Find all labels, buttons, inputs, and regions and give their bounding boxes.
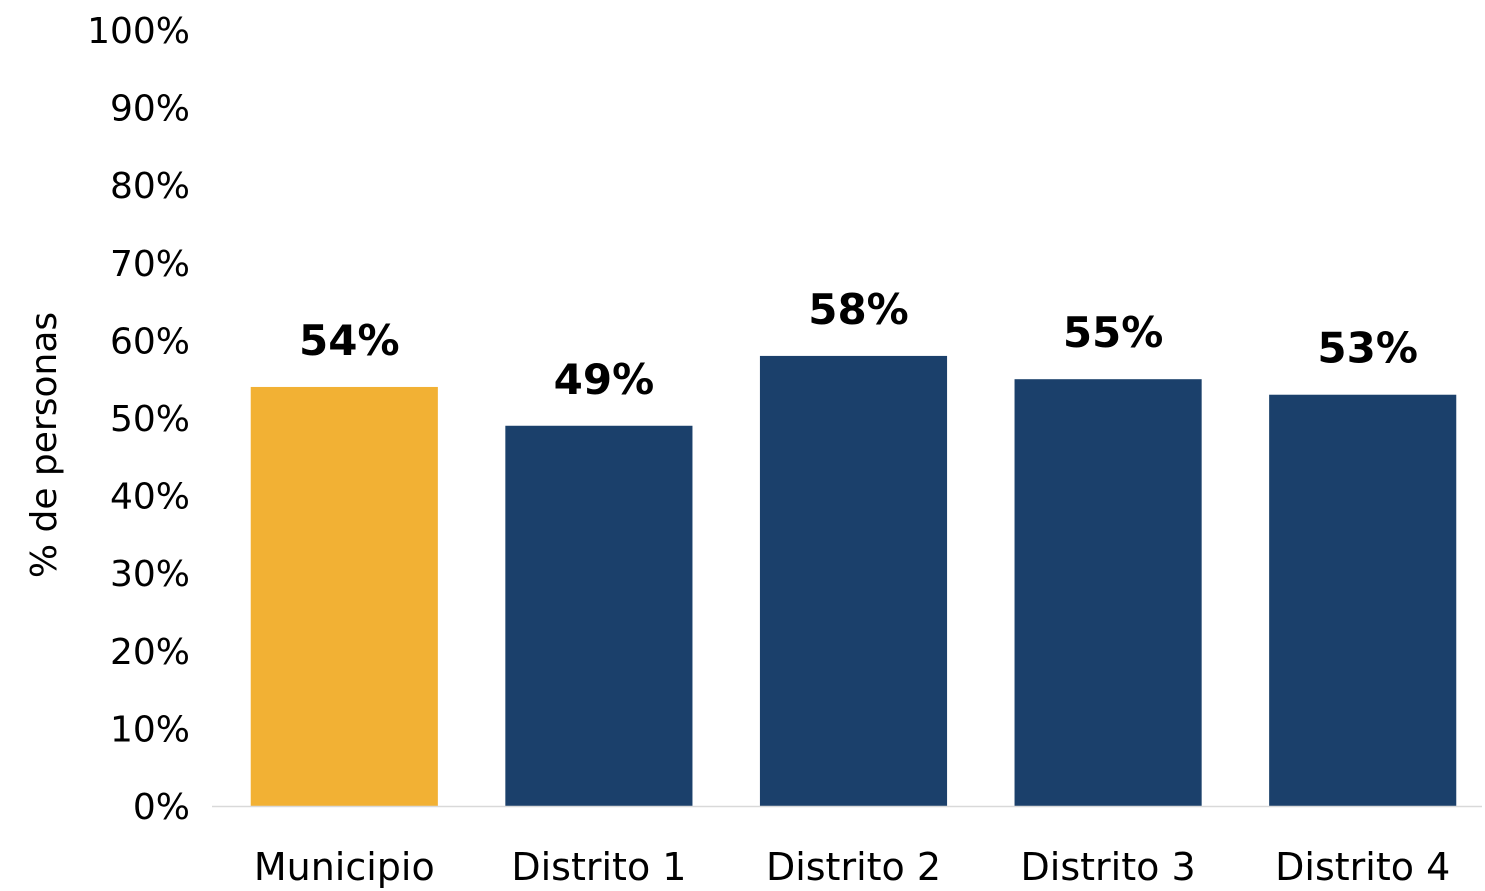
bar-distrito-3 xyxy=(1014,379,1202,806)
bar-value-label: 49% xyxy=(554,355,655,404)
bar-municipio xyxy=(250,386,438,806)
bar-value-label: 58% xyxy=(808,285,909,334)
y-tick-label: 100% xyxy=(87,11,190,52)
y-tick-label: 10% xyxy=(110,709,190,750)
y-tick-label: 70% xyxy=(110,244,190,285)
bar-value-label: 55% xyxy=(1063,308,1164,357)
bar-distrito-1 xyxy=(505,425,693,806)
y-tick-label: 20% xyxy=(110,632,190,673)
x-axis-labels: Municipio Distrito 1 Distrito 2 Distrito 3 D… xyxy=(254,845,1450,889)
y-axis-ticks: 0% 10% 20% 30% 40% 50% 60% 70% 80% 90% 100% xyxy=(87,11,190,828)
data-labels-group: 54% 49% 58% 55% 53% xyxy=(299,285,1418,404)
y-tick-label: 0% xyxy=(133,787,190,828)
bar-distrito-2 xyxy=(759,355,948,806)
y-tick-label: 80% xyxy=(110,166,190,207)
x-tick-label: Distrito 1 xyxy=(511,845,686,889)
x-tick-label: Distrito 3 xyxy=(1021,845,1196,889)
y-tick-label: 50% xyxy=(110,399,190,440)
y-tick-label: 90% xyxy=(110,89,190,130)
y-tick-label: 60% xyxy=(110,321,190,362)
bar-distrito-4 xyxy=(1269,394,1457,806)
bar-value-label: 53% xyxy=(1317,324,1418,373)
x-tick-label: Distrito 2 xyxy=(766,845,941,889)
x-tick-label: Municipio xyxy=(254,845,435,889)
y-tick-label: 30% xyxy=(110,554,190,595)
y-tick-label: 40% xyxy=(110,477,190,518)
bars-group xyxy=(250,355,1457,806)
y-axis-title: % de personas xyxy=(24,312,65,578)
bar-value-label: 54% xyxy=(299,316,400,365)
x-tick-label: Distrito 4 xyxy=(1275,845,1450,889)
